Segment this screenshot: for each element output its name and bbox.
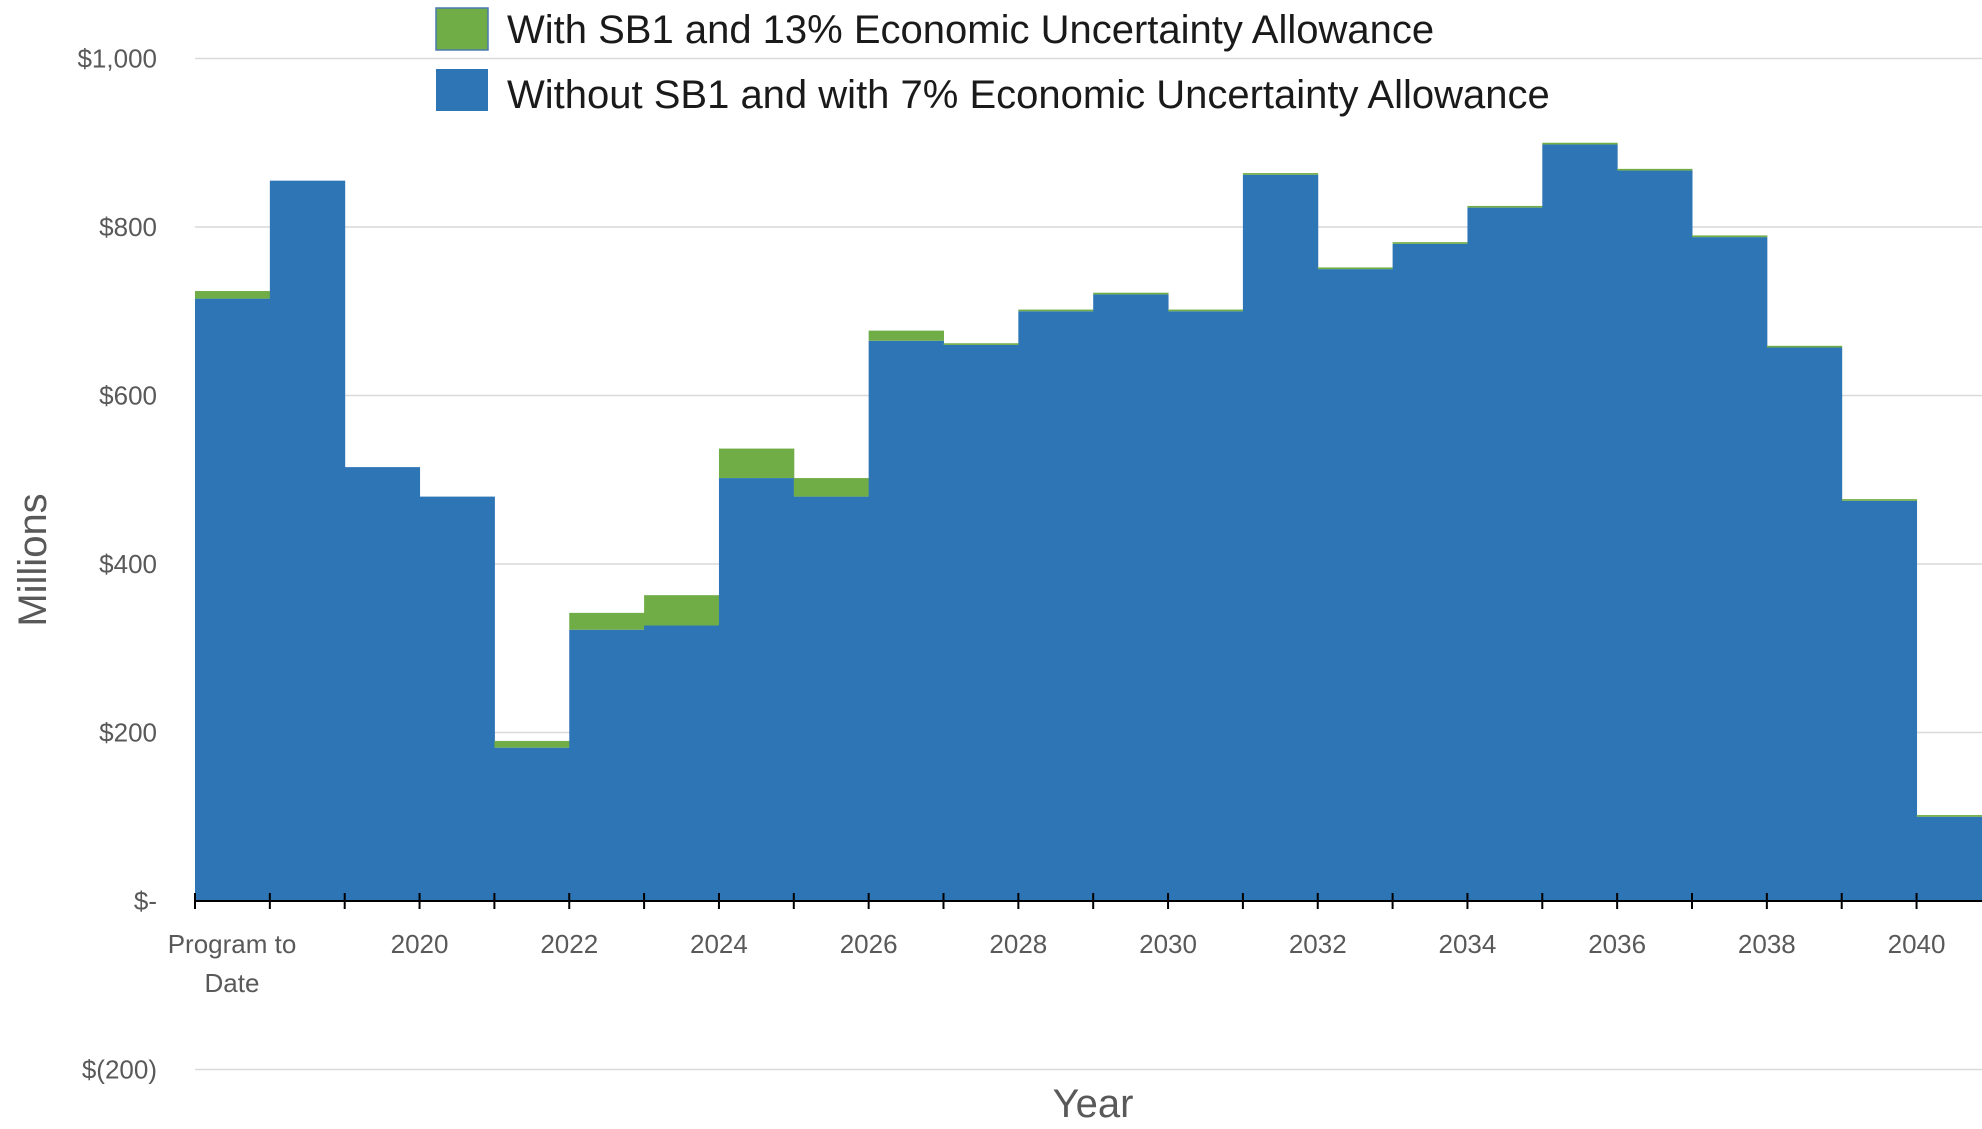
x-tick-label: 2020 — [391, 929, 449, 959]
bar-with-sb1 — [494, 740, 570, 748]
x-tick-label: 2034 — [1439, 929, 1497, 959]
bar-with-sb1 — [1916, 815, 1982, 817]
x-tick-label: 2032 — [1289, 929, 1347, 959]
bar-without-sb1 — [494, 747, 570, 901]
legend-swatch-with-sb1 — [435, 7, 489, 51]
tick-labels: $(200) $- $200 $400 $600 $800 $1,000 Program to… — [77, 44, 1945, 1085]
bar-without-sb1 — [269, 180, 346, 902]
bar-without-sb1 — [718, 478, 795, 901]
bar-with-sb1 — [1392, 242, 1468, 244]
bar-without-sb1 — [868, 340, 944, 901]
bar-without-sb1 — [1766, 347, 1843, 901]
bar-without-sb1 — [1617, 170, 1693, 902]
x-tick-label: 2036 — [1588, 929, 1646, 959]
bar-with-sb1 — [644, 595, 720, 626]
bar-with-sb1 — [1018, 309, 1094, 312]
bar-without-sb1 — [1692, 237, 1768, 902]
bar-without-sb1 — [1018, 311, 1094, 901]
bar-with-sb1 — [868, 330, 944, 341]
bar-with-sb1 — [1617, 168, 1693, 171]
bar-without-sb1 — [1317, 269, 1394, 901]
legend-swatch-without-sb1 — [436, 69, 488, 111]
y-tick-label: $(200) — [82, 1055, 157, 1085]
x-tick-label: 2038 — [1738, 929, 1796, 959]
y-tick-label: $1,000 — [77, 44, 157, 74]
bar-with-sb1 — [1467, 205, 1543, 208]
bars — [195, 142, 1982, 902]
bar-with-sb1 — [793, 478, 870, 497]
x-tick-label: 2030 — [1139, 929, 1197, 959]
x-axis-title: Year — [1053, 1082, 1134, 1124]
bar-with-sb1 — [1317, 267, 1394, 270]
x-tick-label: 2024 — [690, 929, 748, 959]
bar-without-sb1 — [644, 625, 720, 901]
bar-with-sb1 — [718, 448, 795, 479]
legend: With SB1 and 13% Economic Uncertainty Al… — [435, 7, 1550, 117]
bar-without-sb1 — [1467, 207, 1543, 901]
bar-without-sb1 — [569, 629, 645, 901]
y-tick-label: $200 — [99, 718, 157, 748]
bar-without-sb1 — [1168, 311, 1244, 901]
bar-with-sb1 — [1242, 173, 1319, 175]
legend-label-with-sb1: With SB1 and 13% Economic Uncertainty Al… — [507, 8, 1434, 52]
legend-label-without-sb1: Without SB1 and with 7% Economic Uncerta… — [507, 73, 1550, 117]
bar-with-sb1 — [569, 612, 645, 630]
bar-without-sb1 — [344, 467, 421, 901]
y-axis-title: Millions — [11, 493, 55, 626]
x-tick-label: 2022 — [540, 929, 598, 959]
bar-without-sb1 — [1542, 144, 1618, 901]
x-axis — [194, 893, 1982, 909]
x-tick-label: 2040 — [1888, 929, 1946, 959]
bar-with-sb1 — [1542, 142, 1618, 145]
y-tick-label: $800 — [99, 212, 157, 242]
bar-without-sb1 — [195, 298, 271, 901]
y-tick-label: $400 — [99, 549, 157, 579]
bar-without-sb1 — [419, 496, 495, 901]
bar-without-sb1 — [1916, 816, 1982, 901]
x-tick-label: Program to — [168, 929, 297, 959]
x-tick-label: Date — [205, 968, 260, 998]
bar-with-sb1 — [1093, 292, 1169, 295]
bar-with-sb1 — [1841, 499, 1918, 501]
bar-without-sb1 — [1242, 174, 1319, 901]
x-tick-label: 2028 — [989, 929, 1047, 959]
bar-without-sb1 — [793, 496, 870, 901]
bar-with-sb1 — [195, 291, 271, 299]
bar-with-sb1 — [1766, 345, 1843, 348]
y-tick-label: $- — [134, 886, 157, 916]
bar-with-sb1 — [1168, 309, 1244, 312]
bar-without-sb1 — [1841, 500, 1918, 901]
y-tick-label: $600 — [99, 381, 157, 411]
bar-without-sb1 — [1392, 243, 1468, 902]
bar-without-sb1 — [1093, 294, 1169, 901]
x-tick-label: 2026 — [840, 929, 898, 959]
bar-without-sb1 — [943, 344, 1019, 901]
bar-with-sb1 — [1692, 235, 1768, 238]
bar-with-sb1 — [943, 343, 1019, 345]
